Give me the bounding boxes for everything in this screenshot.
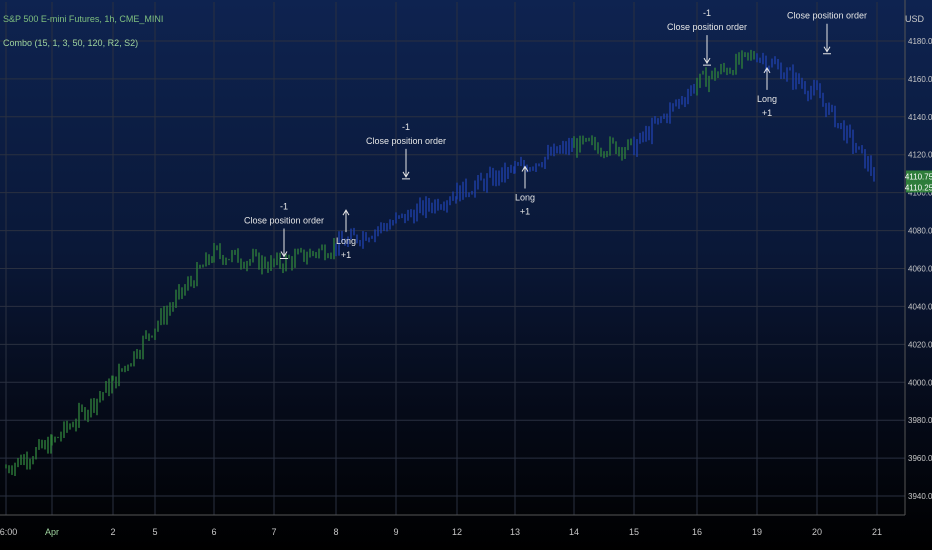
x-tick-label: 06:00 <box>0 527 17 537</box>
price-tag-box <box>906 170 932 182</box>
y-tick-label: 3940.00 <box>908 492 932 501</box>
currency-label: USD <box>904 14 924 24</box>
buy-marker-label: +1 <box>762 108 772 118</box>
x-tick-label: 13 <box>510 527 520 537</box>
sell-marker-label: Close position order <box>366 136 446 146</box>
x-tick-label: 19 <box>752 527 762 537</box>
sell-marker-arrow[interactable] <box>703 35 711 66</box>
sell-marker-arrow[interactable] <box>823 23 831 55</box>
y-tick-label: 4000.00 <box>908 378 932 387</box>
x-tick-label: 8 <box>333 527 338 537</box>
x-tick-label: 15 <box>629 527 639 537</box>
sell-marker-label: -1 <box>402 122 410 132</box>
x-tick-label: 2 <box>110 527 115 537</box>
buy-marker-label: Long <box>336 236 356 246</box>
buy-marker-label: +1 <box>341 250 351 260</box>
y-tick-label: 4140.00 <box>908 113 932 122</box>
y-tick-label: 4160.00 <box>908 75 932 84</box>
buy-marker-arrow[interactable] <box>763 66 771 90</box>
y-tick-label: 3960.00 <box>908 454 932 463</box>
y-tick-label: 4060.00 <box>908 265 932 274</box>
x-tick-label: 14 <box>569 527 579 537</box>
sell-marker-arrow[interactable] <box>280 228 288 259</box>
x-tick-label: 5 <box>152 527 157 537</box>
y-tick-label: 4180.00 <box>908 37 932 46</box>
sell-marker-label: Close position order <box>244 216 324 226</box>
x-tick-label: 7 <box>271 527 276 537</box>
x-tick-label: 9 <box>393 527 398 537</box>
buy-marker-arrow[interactable] <box>521 165 529 189</box>
price-tag-box <box>906 181 932 193</box>
sell-marker-label: Close position order <box>787 11 867 21</box>
y-tick-label: 4020.00 <box>908 340 932 349</box>
y-tick-label: 4120.00 <box>908 151 932 160</box>
y-tick-label: 4100.00 <box>908 189 932 198</box>
buy-marker-label: Long <box>515 193 535 203</box>
y-tick-label: 4040.00 <box>908 302 932 311</box>
sell-marker-label: Close position order <box>667 22 747 32</box>
x-tick-label: 16 <box>692 527 702 537</box>
x-tick-label: 6 <box>211 527 216 537</box>
y-tick-label: 4080.00 <box>908 227 932 236</box>
sell-marker-arrow[interactable] <box>402 148 410 180</box>
x-tick-label: 21 <box>872 527 882 537</box>
price-tag-label: 4110.75 <box>905 172 932 181</box>
x-tick-label: 20 <box>812 527 822 537</box>
sell-marker-label: -1 <box>280 202 288 212</box>
price-tag-label: 4110.25 <box>905 183 932 192</box>
x-tick-label: 12 <box>452 527 462 537</box>
y-tick-label: 3980.00 <box>908 416 932 425</box>
symbol-title[interactable]: S&P 500 E-mini Futures, 1h, CME_MINI <box>3 14 164 24</box>
buy-marker-label: Long <box>757 94 777 104</box>
buy-marker-label: +1 <box>520 207 530 217</box>
sell-marker-label: -1 <box>703 8 711 18</box>
x-tick-label: Apr <box>45 527 59 537</box>
buy-marker-arrow[interactable] <box>342 209 350 233</box>
indicator-label[interactable]: Combo (15, 1, 3, 50, 120, R2, S2) <box>3 38 139 48</box>
